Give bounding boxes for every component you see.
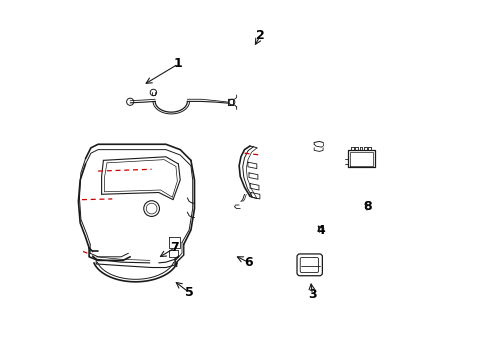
Text: 3: 3: [307, 288, 316, 301]
Text: 4: 4: [316, 224, 325, 237]
Text: 6: 6: [243, 256, 252, 269]
Text: 5: 5: [184, 286, 193, 299]
Text: 7: 7: [170, 241, 179, 255]
Text: 8: 8: [363, 200, 371, 213]
Text: 2: 2: [256, 29, 264, 42]
Text: 1: 1: [174, 57, 183, 71]
